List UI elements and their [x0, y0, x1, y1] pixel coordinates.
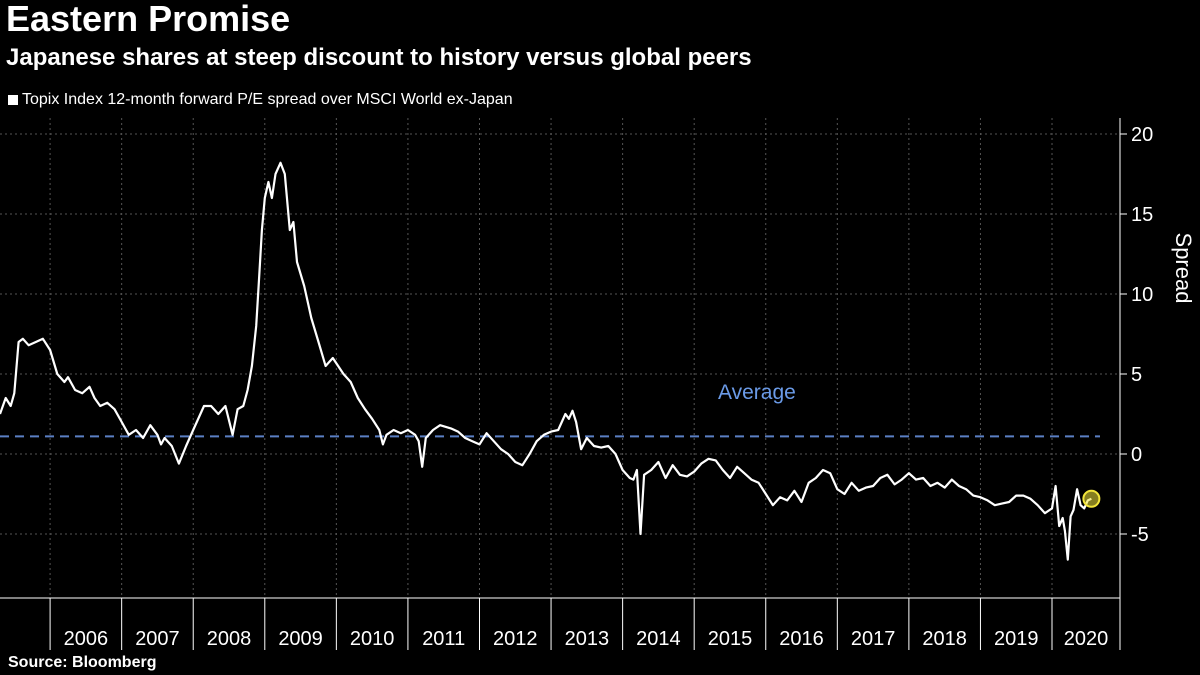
y-axis: -5 0 5 10 15 20 Spread — [1119, 118, 1196, 598]
y-tick-label: 15 — [1131, 204, 1153, 226]
y-tick-label: 0 — [1131, 444, 1142, 466]
legend-label: Topix Index 12-month forward P/E spread … — [22, 91, 513, 108]
x-tick-label: 2009 — [278, 628, 323, 650]
average-label: Average — [718, 381, 796, 404]
legend-swatch — [8, 95, 18, 105]
endpoint-marker — [1082, 489, 1101, 508]
legend: Topix Index 12-month forward P/E spread … — [8, 91, 513, 109]
x-tick-label: 2020 — [1064, 628, 1109, 650]
x-tick-label: 2016 — [779, 628, 824, 650]
y-tick-label: 10 — [1131, 284, 1153, 306]
source-note: Source: Bloomberg — [8, 654, 157, 671]
x-tick-label: 2018 — [922, 628, 967, 650]
x-tick-label: 2015 — [708, 628, 753, 650]
chart-subtitle: Japanese shares at steep discount to his… — [6, 44, 752, 71]
series-line — [0, 161, 1092, 561]
y-tick-label: 5 — [1131, 364, 1142, 386]
x-tick-label: 2007 — [135, 628, 180, 650]
average-line-group: Average — [0, 381, 1100, 438]
y-tick-label: 20 — [1131, 124, 1153, 146]
x-tick-label: 2014 — [636, 628, 681, 650]
x-tick-label: 2008 — [207, 628, 252, 650]
x-tick-label: 2013 — [565, 628, 610, 650]
chart-title: Eastern Promise — [6, 0, 291, 39]
grid-lines — [0, 118, 1120, 598]
x-tick-label: 2017 — [851, 628, 896, 650]
x-tick-label: 2019 — [994, 628, 1039, 650]
series-group — [0, 161, 1101, 561]
y-axis-title: Spread — [1171, 233, 1196, 304]
x-tick-label: 2010 — [350, 628, 395, 650]
x-tick-label: 2011 — [422, 628, 465, 650]
x-axis: 2006 2007 2008 2009 2010 2011 2012 2013 2014 2015… — [0, 597, 1121, 650]
x-tick-label: 2012 — [493, 628, 538, 650]
x-tick-label: 2006 — [64, 628, 109, 650]
y-tick-label: -5 — [1131, 524, 1149, 546]
